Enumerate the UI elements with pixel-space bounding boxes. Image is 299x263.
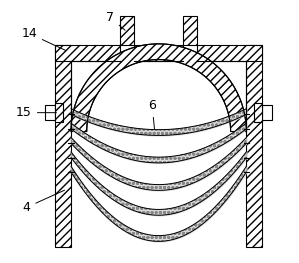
Bar [197, 45, 262, 61]
Bar [254, 103, 262, 122]
Bar [55, 103, 63, 122]
PathPatch shape [71, 44, 246, 132]
Bar [183, 16, 197, 45]
Text: 14: 14 [21, 27, 66, 50]
Bar [55, 45, 120, 61]
Text: 6: 6 [148, 99, 156, 129]
Bar [55, 45, 71, 247]
Bar [45, 105, 55, 120]
Bar [246, 45, 262, 247]
Bar [135, 45, 183, 61]
Text: 15: 15 [16, 106, 57, 119]
Bar [120, 16, 135, 45]
Bar [262, 105, 272, 120]
Text: 7: 7 [106, 11, 125, 30]
Text: 4: 4 [23, 190, 65, 214]
